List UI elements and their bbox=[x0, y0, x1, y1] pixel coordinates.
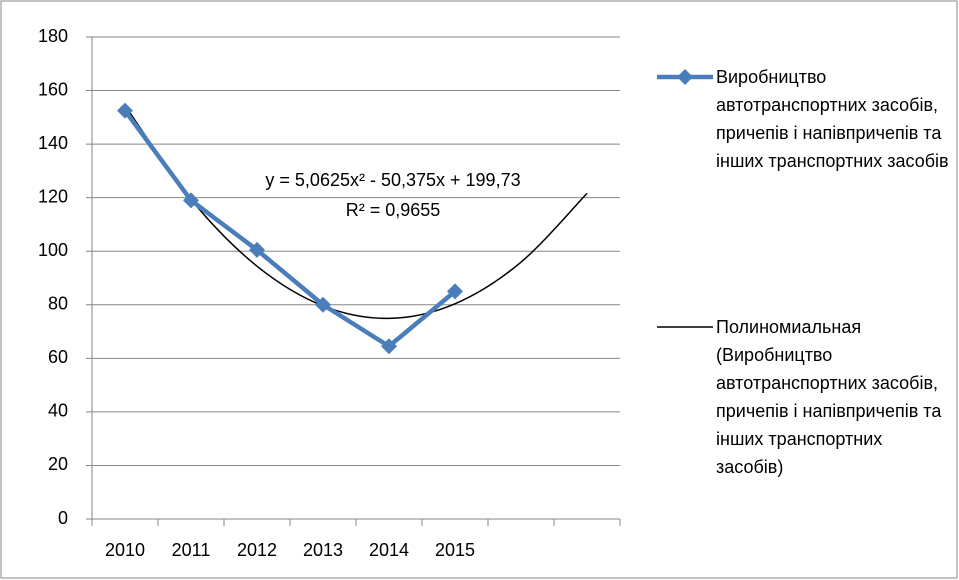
legend-label: Виробництво автотранспортних засобів, пр… bbox=[716, 67, 949, 171]
x-tick-label: 2012 bbox=[237, 540, 277, 560]
y-tick-label: 160 bbox=[38, 79, 68, 99]
data-line bbox=[123, 109, 457, 349]
x-tick-label: 2014 bbox=[369, 540, 409, 560]
y-tick-label: 60 bbox=[48, 347, 68, 367]
data-marker bbox=[447, 283, 463, 300]
y-tick-label: 140 bbox=[38, 133, 68, 153]
data-marker bbox=[183, 192, 199, 209]
y-tick-label: 180 bbox=[38, 26, 68, 46]
y-tick-label: 0 bbox=[58, 508, 68, 528]
legend-label: Полиномиальная (Виробництво автотранспор… bbox=[716, 317, 942, 477]
y-tick-label: 120 bbox=[38, 186, 68, 206]
y-tick-label: 80 bbox=[48, 294, 68, 314]
data-marker bbox=[249, 241, 265, 258]
y-tick-label: 40 bbox=[48, 401, 68, 421]
x-tick-label: 2015 bbox=[435, 540, 475, 560]
r-squared: R² = 0,9655 bbox=[346, 200, 441, 220]
data-marker bbox=[117, 102, 133, 119]
y-tick-label: 100 bbox=[38, 240, 68, 260]
legend-key-marker bbox=[677, 69, 693, 85]
data-marker bbox=[381, 338, 397, 355]
trend-equation: y = 5,0625x² - 50,375x + 199,73 bbox=[265, 170, 520, 190]
x-tick-label: 2010 bbox=[105, 540, 145, 560]
x-tick-label: 2011 bbox=[172, 540, 211, 560]
y-tick-label: 20 bbox=[48, 454, 68, 474]
x-tick-label: 2013 bbox=[303, 540, 343, 560]
data-marker bbox=[315, 296, 331, 313]
